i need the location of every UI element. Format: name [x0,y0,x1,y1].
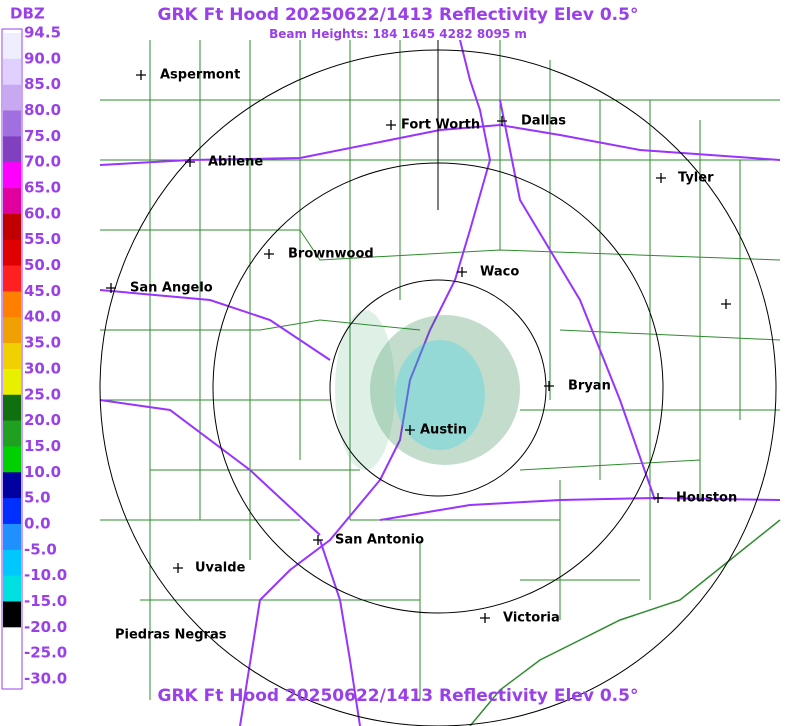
city-marker [405,425,415,435]
legend-label: -30.0 [24,670,67,688]
legend-swatch [3,265,21,292]
legend-label: 45.0 [24,282,61,300]
legend-swatch [3,84,21,112]
legend-label: -10.0 [24,566,67,584]
legend-swatch [3,523,21,551]
legend-swatch [3,213,21,241]
subtitle: Beam Heights: 184 1645 4282 8095 m [269,27,527,41]
city-marker [544,381,554,391]
city-label: San Angelo [130,281,213,296]
legend-swatch [3,110,21,137]
legend-swatch [3,420,21,447]
legend-label: 15.0 [24,437,61,455]
legend-label: -25.0 [24,644,67,662]
city-label: Austin [420,423,467,438]
city-marker [106,283,116,293]
city-label: Dallas [521,114,566,129]
legend-label: -20.0 [24,618,67,636]
city-marker [173,563,183,573]
city-marker [313,535,323,545]
legend-label: 94.5 [24,24,61,42]
legend-swatch [3,498,21,525]
city-marker [480,613,490,623]
legend-label: 80.0 [24,101,61,119]
city-marker [653,493,663,503]
title: GRK Ft Hood 20250622/1413 Reflectivity E… [158,5,639,25]
legend-swatch [3,549,21,577]
legend-label: 5.0 [24,489,51,507]
legend-swatch [3,653,21,680]
city-label: Uvalde [195,561,246,576]
legend-label: 75.0 [24,127,61,145]
legend-title: DBZ [10,5,45,23]
legend-label: 55.0 [24,230,61,248]
legend-label: 70.0 [24,153,61,171]
legend-swatch [3,33,21,60]
city-marker [497,116,507,126]
legend-swatch [3,446,21,473]
city-label: Aspermont [160,68,240,83]
legend-swatch [3,575,21,602]
legend-label: 50.0 [24,256,61,274]
legend-swatch [3,58,21,86]
highways [99,39,781,726]
legend-label: 0.0 [24,514,51,532]
city-marker [185,157,195,167]
legend-label: -5.0 [24,540,57,558]
echo-field [335,310,520,470]
legend-swatch [3,188,21,215]
legend-label: 65.0 [24,179,61,197]
legend-swatch [3,394,21,422]
city-marker [136,70,146,80]
city-label: Victoria [503,611,560,626]
city-label: San Antonio [335,533,424,548]
city-marker [721,299,731,309]
legend-swatch [3,317,21,344]
legend-swatch [3,162,21,189]
city-label: Bryan [568,379,611,394]
city-marker [264,249,274,259]
legend-label: 20.0 [24,411,61,429]
county-lines [100,40,781,700]
legend-swatch [3,291,21,318]
city-marker [656,173,666,183]
legend-label: 25.0 [24,385,61,403]
legend-label: 60.0 [24,204,61,222]
city-marker [457,267,467,277]
legend-swatch [3,368,21,396]
city-label: Tyler [678,171,714,186]
legend-label: 40.0 [24,308,61,326]
range-rings [99,40,777,726]
legend-label: 35.0 [24,334,61,352]
legend-swatch [3,343,21,370]
cities: Aspermont Abilene Fort Worth Dallas Tyler Bro… [106,68,737,643]
city-label: Waco [480,265,519,280]
legend-label: 85.0 [24,75,61,93]
city-label: Piedras Negras [115,628,227,643]
legend-label: 30.0 [24,359,61,377]
coastline [469,519,781,726]
legend-swatch [3,239,21,267]
city-label: Fort Worth [401,118,480,133]
legend-label: 90.0 [24,49,61,67]
footer-title: GRK Ft Hood 20250622/1413 Reflectivity E… [158,686,639,706]
legend-label: 10.0 [24,463,61,481]
legend-swatch [3,627,21,654]
city-label: Houston [676,491,737,506]
legend-swatch [3,136,21,163]
legend-swatch [3,601,21,628]
city-label: Brownwood [288,247,374,262]
city-marker [386,120,396,130]
city-label: Abilene [208,155,263,170]
legend-swatch [3,472,21,499]
legend: 94.5 90.0 85.0 80.0 75.0 70.0 65.0 60.0 55.0 50.0… [1,24,67,690]
legend-label: -15.0 [24,592,67,610]
